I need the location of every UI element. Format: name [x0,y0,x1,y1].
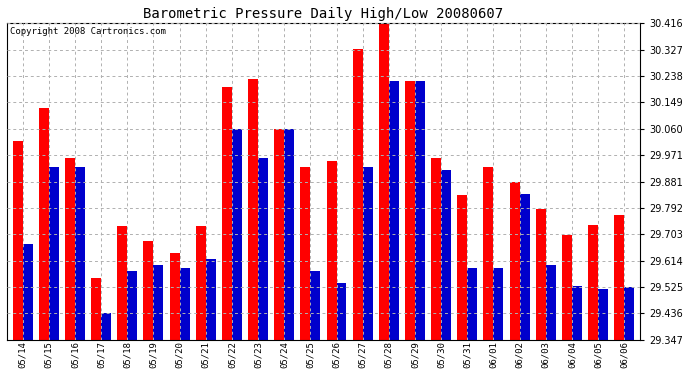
Bar [405,81,415,340]
Bar [258,158,268,340]
Bar [363,167,373,340]
Bar [274,129,284,340]
Bar [431,158,441,340]
Bar [170,253,179,340]
Bar [196,226,206,340]
Bar [117,226,127,340]
Bar [572,286,582,340]
Bar [353,49,363,340]
Text: Copyright 2008 Cartronics.com: Copyright 2008 Cartronics.com [10,27,166,36]
Bar [441,170,451,340]
Bar [222,87,232,340]
Bar [310,271,320,340]
Bar [546,265,555,340]
Bar [91,278,101,340]
Bar [75,167,85,340]
Bar [536,209,546,340]
Bar [562,236,572,340]
Bar [457,195,467,340]
Bar [206,259,216,340]
Bar [326,161,337,340]
Bar [493,268,504,340]
Bar [520,194,529,340]
Bar [337,283,346,340]
Bar [153,265,164,340]
Bar [101,314,111,340]
Bar [614,214,624,340]
Bar [49,167,59,340]
Bar [379,24,388,340]
Bar [127,271,137,340]
Bar [248,78,258,340]
Bar [588,225,598,340]
Bar [388,81,399,340]
Bar [179,268,190,340]
Bar [284,129,294,340]
Bar [300,167,310,340]
Bar [144,241,153,340]
Title: Barometric Pressure Daily High/Low 20080607: Barometric Pressure Daily High/Low 20080… [144,7,504,21]
Bar [39,108,49,340]
Bar [23,244,32,340]
Bar [65,158,75,340]
Bar [232,129,241,340]
Bar [510,182,520,340]
Bar [598,289,608,340]
Bar [484,167,493,340]
Bar [624,287,634,340]
Bar [415,81,425,340]
Bar [467,268,477,340]
Bar [12,141,23,340]
